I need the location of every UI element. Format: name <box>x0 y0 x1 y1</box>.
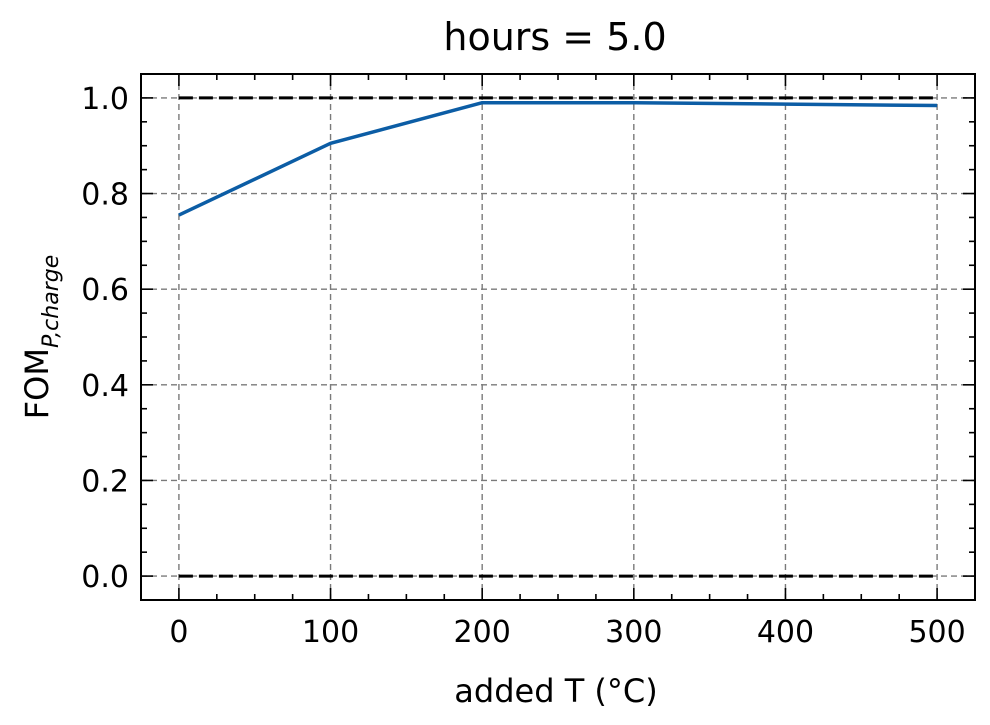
reference-lines <box>178 96 938 578</box>
y-tick-label: 0.8 <box>81 178 129 213</box>
y-tick-labels: 0.0 0.2 0.4 0.6 0.8 1.0 <box>81 82 129 595</box>
x-tick-label: 200 <box>454 615 511 650</box>
grid-lines <box>141 74 975 600</box>
plot-frame <box>140 73 976 601</box>
chart-title: hours = 5.0 <box>443 15 666 59</box>
y-tick-label: 0.0 <box>81 560 129 595</box>
axis-ticks <box>140 73 976 601</box>
x-tick-label: 0 <box>169 615 188 650</box>
series-layer <box>178 100 938 217</box>
y-tick-label: 0.6 <box>81 273 129 308</box>
x-tick-label: 100 <box>302 615 359 650</box>
y-axis-label-subscript: P,charge <box>39 255 64 348</box>
y-tick-label: 1.0 <box>81 82 129 117</box>
series-line <box>178 100 938 217</box>
y-tick-label: 0.4 <box>81 369 129 404</box>
y-tick-label: 0.2 <box>81 464 129 499</box>
x-tick-label: 400 <box>757 615 814 650</box>
x-tick-labels: 0 100 200 300 400 500 <box>169 615 965 650</box>
y-axis-label: FOMP,charge <box>18 255 64 420</box>
x-axis-label: added T (°C) <box>454 672 657 710</box>
x-tick-label: 300 <box>605 615 662 650</box>
x-tick-label: 500 <box>908 615 965 650</box>
y-axis-label-main: FOM <box>18 348 56 419</box>
